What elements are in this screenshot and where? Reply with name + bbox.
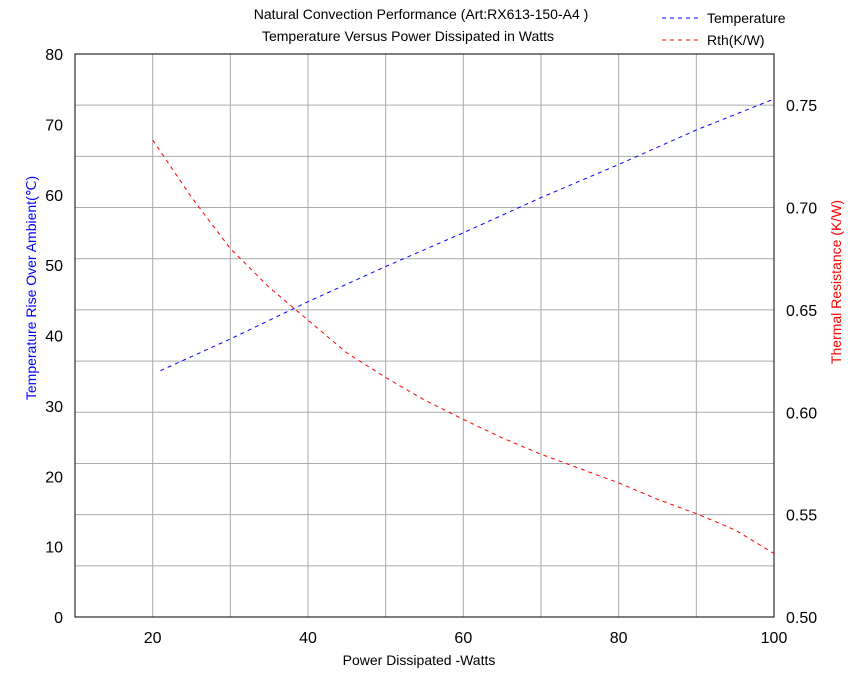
left-y-tick-label: 60	[45, 188, 63, 205]
left-y-tick-label: 80	[45, 47, 63, 64]
right-axis-ticks: 0.50 0.55 0.60 0.65 0.70 0.75	[786, 98, 817, 627]
legend-label-rth: Rth(K/W)	[707, 32, 765, 48]
grid	[75, 54, 774, 617]
left-y-tick-label: 10	[45, 540, 63, 557]
left-axis-ticks: 0 10 20 30 40 50 60 70 80	[45, 47, 63, 627]
right-y-tick-label: 0.75	[786, 98, 817, 115]
series-layer	[152, 98, 775, 554]
left-y-tick-label: 20	[45, 469, 63, 486]
left-y-tick-label: 30	[45, 399, 63, 416]
right-y-tick-label: 0.65	[786, 303, 817, 320]
right-axis-label: Thermal Resistance (K/W)	[828, 200, 844, 364]
right-y-tick-label: 0.55	[786, 508, 817, 525]
right-y-tick-label: 0.50	[786, 610, 817, 627]
legend-label-temperature: Temperature	[707, 10, 786, 26]
left-y-tick-label: 70	[45, 117, 63, 134]
left-y-tick-label: 40	[45, 329, 63, 346]
series-line-temperature	[160, 98, 775, 372]
right-y-tick-label: 0.70	[786, 201, 817, 218]
left-y-tick-label: 0	[54, 610, 63, 627]
x-axis-ticks: 20 40 60 80 100	[144, 630, 788, 647]
x-tick-label: 100	[761, 630, 788, 647]
left-axis-label: Temperature Rise Over Ambient(℃)	[23, 176, 39, 400]
chart-subtitle: Temperature Versus Power Dissipated in W…	[262, 28, 554, 44]
left-y-tick-label: 50	[45, 258, 63, 275]
x-tick-label: 20	[144, 630, 162, 647]
series-line-rth-k-w	[152, 139, 775, 554]
chart-title: Natural Convection Performance (Art:RX61…	[254, 6, 589, 22]
x-axis-label: Power Dissipated -Watts	[343, 652, 496, 668]
x-tick-label: 80	[610, 630, 628, 647]
x-tick-label: 40	[299, 630, 317, 647]
legend: Temperature Rth(K/W)	[662, 10, 786, 48]
x-tick-label: 60	[454, 630, 472, 647]
plot-frame	[74, 53, 775, 618]
right-y-tick-label: 0.60	[786, 405, 817, 422]
